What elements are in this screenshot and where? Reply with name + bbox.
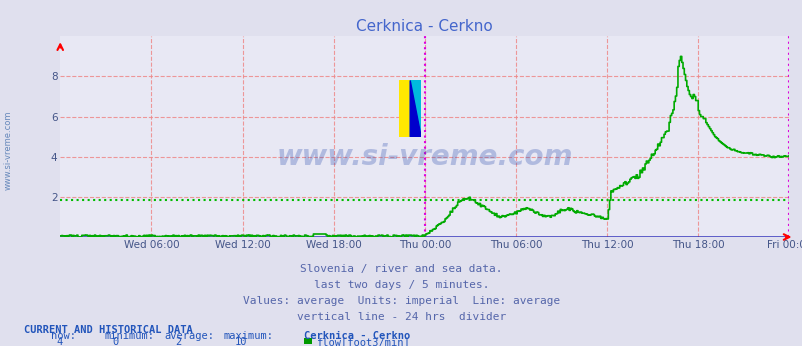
Text: Values: average  Units: imperial  Line: average: Values: average Units: imperial Line: av… [242,297,560,307]
Title: Cerknica - Cerkno: Cerknica - Cerkno [356,19,492,34]
Text: 0: 0 [112,337,119,346]
Text: vertical line - 24 hrs  divider: vertical line - 24 hrs divider [297,312,505,322]
Text: now:: now: [51,331,75,341]
Text: Slovenia / river and sea data.: Slovenia / river and sea data. [300,264,502,274]
Text: minimum:: minimum: [104,331,154,341]
Text: flow[foot3/min]: flow[foot3/min] [315,337,409,346]
Text: www.si-vreme.com: www.si-vreme.com [3,111,13,190]
Text: www.si-vreme.com: www.si-vreme.com [276,143,573,171]
Text: maximum:: maximum: [223,331,273,341]
Text: last two days / 5 minutes.: last two days / 5 minutes. [314,280,488,290]
Text: 4: 4 [56,337,63,346]
Text: average:: average: [164,331,214,341]
Text: Cerknica - Cerkno: Cerknica - Cerkno [303,331,409,341]
Text: 10: 10 [234,337,247,346]
Text: 2: 2 [175,337,181,346]
Text: CURRENT AND HISTORICAL DATA: CURRENT AND HISTORICAL DATA [24,325,192,335]
